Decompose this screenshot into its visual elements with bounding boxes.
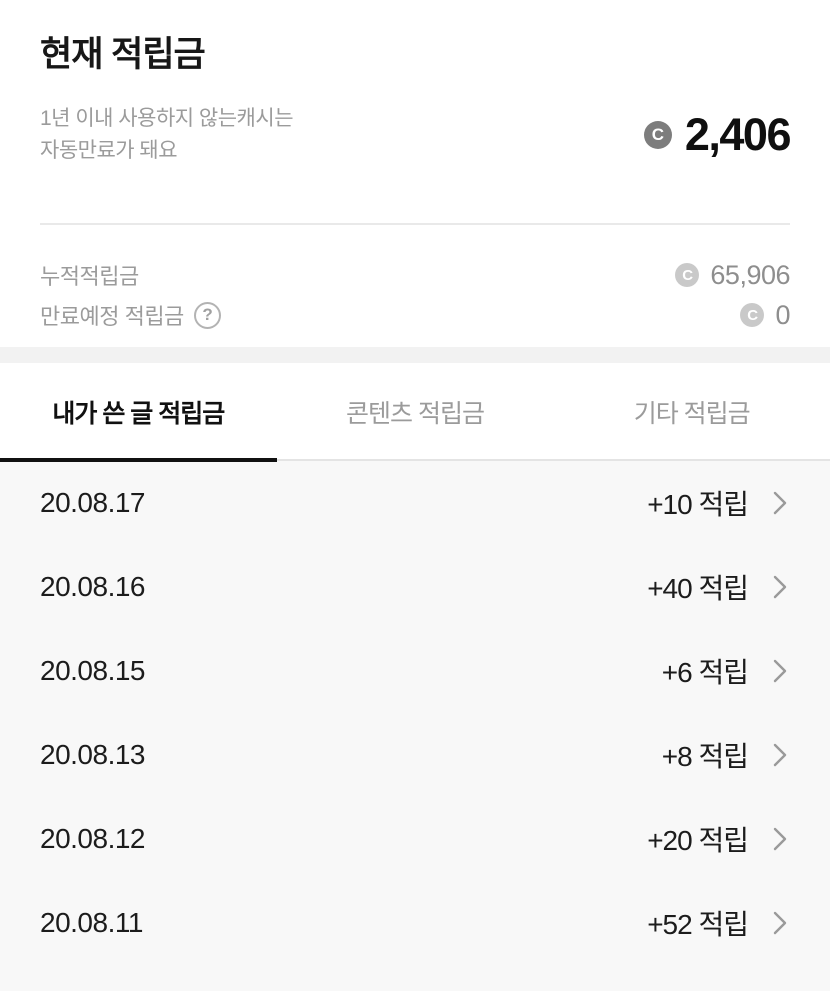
summary-section: 현재 적립금 1년 이내 사용하지 않는캐시는 자동만료가 돼요 C 2,406… [0,0,830,347]
list-item[interactable]: 20.08.11 +52 적립 [0,881,830,965]
item-date: 20.08.11 [40,907,143,938]
list-item[interactable]: 20.08.12 +20 적립 [0,797,830,881]
points-history-list: 20.08.17 +10 적립 20.08.16 +40 적립 20.08.15… [0,461,830,991]
section-divider [40,223,790,225]
item-date: 20.08.12 [40,823,146,854]
question-mark-icon[interactable]: ? [193,301,221,329]
item-date: 20.08.16 [40,571,146,602]
chevron-right-icon [770,908,790,938]
item-amount: +8 적립 [661,741,749,772]
item-date: 20.08.15 [40,655,146,686]
list-item[interactable]: 20.08.15 +6 적립 [0,629,830,713]
expiry-notice-line1: 1년 이내 사용하지 않는캐시는 [40,107,294,130]
tab-my-posts-points[interactable]: 내가 쓴 글 적립금 [0,363,277,462]
coin-icon: C [643,121,672,149]
list-item[interactable]: 20.08.16 +40 적립 [0,545,830,629]
current-balance-amount: 2,406 [684,109,792,160]
tab-label: 기타 적립금 [633,400,751,428]
page-title: 현재 적립금 [40,35,206,74]
list-item[interactable]: 20.08.17 +10 적립 [0,461,830,545]
current-balance-row: 1년 이내 사용하지 않는캐시는 자동만료가 돼요 C 2,406 [40,103,792,167]
stat-label: 누적적립금 [40,259,139,291]
current-balance: C 2,406 [643,109,792,161]
item-amount: +10 적립 [647,489,749,520]
item-amount: +6 적립 [661,657,749,688]
tab-content-points[interactable]: 콘텐츠 적립금 [277,363,554,459]
tab-label: 내가 쓴 글 적립금 [52,400,225,428]
item-amount: +20 적립 [647,825,749,856]
item-date: 20.08.13 [40,739,146,770]
item-amount: +52 적립 [647,909,749,940]
coin-icon: C [675,263,700,287]
chevron-right-icon [770,488,790,518]
stat-label-text: 만료예정 적립금 [40,304,184,329]
stat-label-text: 누적적립금 [40,264,139,289]
stat-label: 만료예정 적립금 ? [40,299,221,331]
tab-etc-points[interactable]: 기타 적립금 [553,363,830,459]
stat-row-total: 누적적립금 C 65,906 [40,255,790,295]
stat-value: C 65,906 [675,260,790,291]
list-item[interactable]: 20.08.13 +8 적립 [0,713,830,797]
coin-icon: C [740,303,765,327]
stat-value-text: 65,906 [710,259,790,290]
chevron-right-icon [770,656,790,686]
stat-value-text: 0 [775,299,790,330]
stats-section: 누적적립금 C 65,906 만료예정 적립금 ? C 0 [40,255,790,347]
points-tabs: 내가 쓴 글 적립금 콘텐츠 적립금 기타 적립금 [0,363,830,462]
section-band-divider [0,347,830,363]
tab-label: 콘텐츠 적립금 [346,400,485,428]
chevron-right-icon [770,824,790,854]
chevron-right-icon [770,740,790,770]
stat-value: C 0 [740,300,790,331]
item-amount: +40 적립 [647,573,749,604]
expiry-notice: 1년 이내 사용하지 않는캐시는 자동만료가 돼요 [40,103,294,167]
expiry-notice-line2: 자동만료가 돼요 [40,139,178,162]
item-date: 20.08.17 [40,487,146,518]
stat-row-expiring: 만료예정 적립금 ? C 0 [40,295,790,335]
chevron-right-icon [770,572,790,602]
